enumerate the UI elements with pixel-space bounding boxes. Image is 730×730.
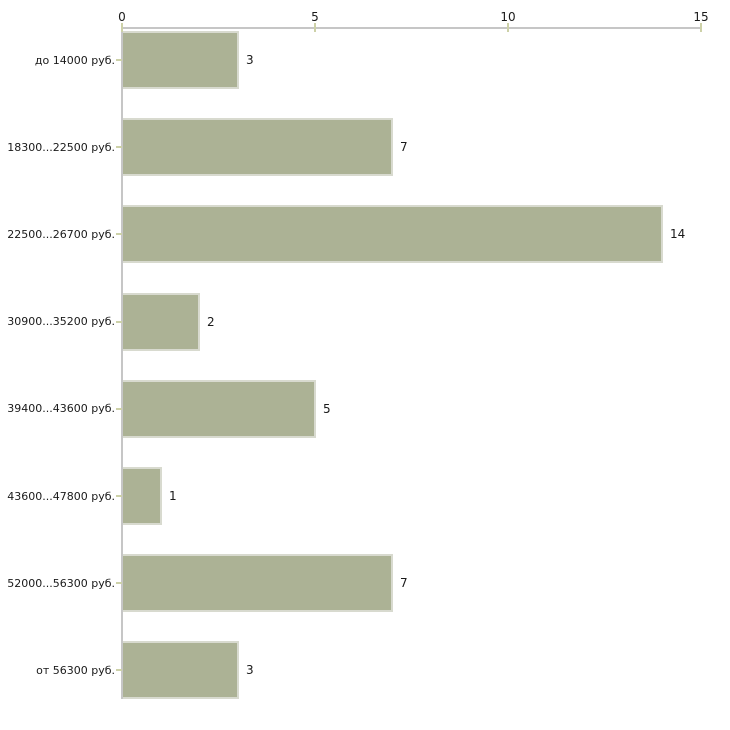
- y-tick-mark: [116, 59, 122, 61]
- x-tick-label: 5: [311, 10, 319, 24]
- y-tick-mark: [116, 146, 122, 149]
- x-axis-line: [121, 27, 702, 29]
- y-axis-line: [121, 28, 123, 700]
- x-tick-mark: [700, 23, 702, 32]
- x-tick-label: 10: [500, 10, 516, 24]
- category-label: 18300...22500 руб.: [7, 140, 115, 154]
- x-tick-mark: [121, 23, 123, 32]
- bar-value-label: 7: [400, 140, 408, 155]
- bar-value-label: 3: [246, 663, 254, 678]
- y-tick-mark: [116, 407, 122, 410]
- y-tick-mark: [116, 233, 122, 236]
- bar: [123, 118, 393, 177]
- bar-value-label: 7: [400, 576, 408, 591]
- bar-value-label: 14: [670, 227, 686, 242]
- bar: [123, 31, 239, 89]
- category-label: 52000...56300 руб.: [7, 576, 115, 590]
- x-tick-label: 15: [693, 10, 709, 24]
- bar: [123, 205, 663, 264]
- x-tick-mark: [314, 23, 316, 32]
- bar-value-label: 5: [323, 401, 331, 416]
- x-tick-label: 0: [118, 10, 126, 24]
- category-label: 43600...47800 руб.: [7, 489, 115, 503]
- y-tick-mark: [116, 669, 122, 672]
- bar: [123, 467, 162, 525]
- bar-value-label: 3: [246, 53, 254, 67]
- category-label: 22500...26700 руб.: [7, 227, 115, 241]
- category-label: от 56300 руб.: [36, 663, 115, 677]
- bar-value-label: 2: [207, 314, 215, 329]
- bar-value-label: 1: [169, 489, 177, 503]
- y-tick-mark: [116, 582, 122, 585]
- category-label: до 14000 руб.: [34, 53, 115, 67]
- bar: [123, 554, 393, 613]
- category-label: 39400...43600 руб.: [7, 402, 115, 416]
- y-tick-mark: [116, 320, 122, 323]
- category-label: 30900...35200 руб.: [7, 315, 115, 329]
- bar: [123, 641, 239, 700]
- x-tick-mark: [507, 23, 509, 32]
- bar: [123, 379, 316, 438]
- bar: [123, 292, 200, 351]
- y-tick-mark: [116, 495, 122, 497]
